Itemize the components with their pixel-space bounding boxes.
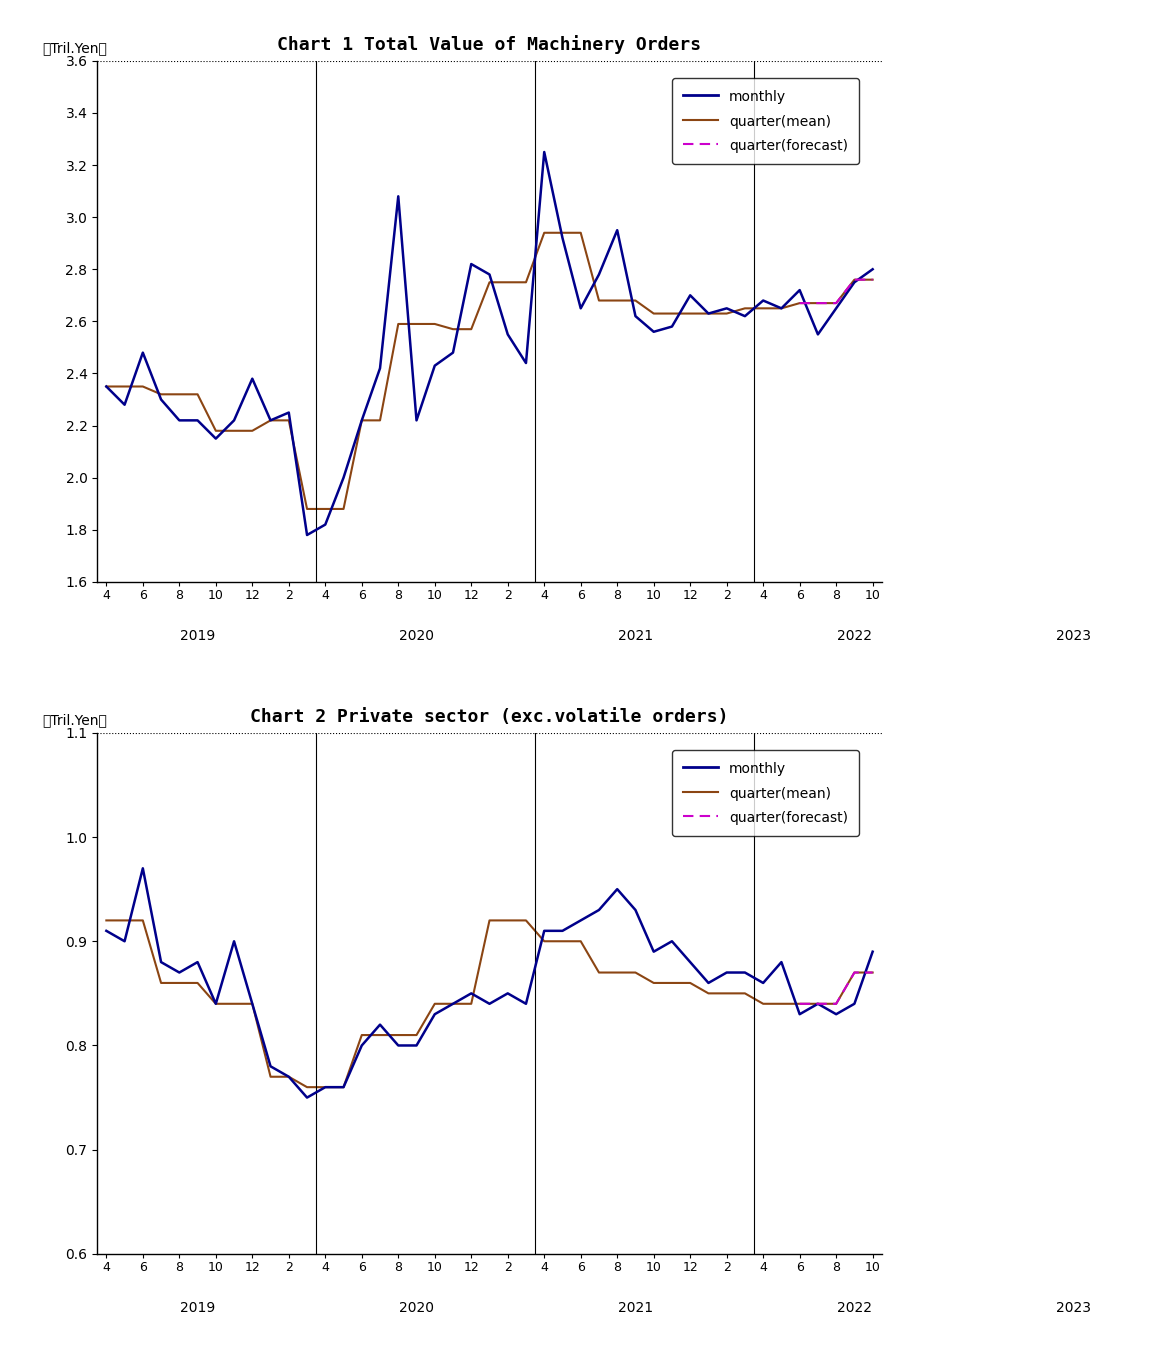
- Text: 2021: 2021: [617, 1301, 653, 1315]
- Title: Chart 2 Private sector (exc.volatile orders): Chart 2 Private sector (exc.volatile ord…: [250, 707, 729, 726]
- Text: 2022: 2022: [836, 1301, 872, 1315]
- Legend: monthly, quarter(mean), quarter(forecast): monthly, quarter(mean), quarter(forecast…: [672, 751, 859, 837]
- Text: 2020: 2020: [399, 629, 434, 643]
- Text: 2023: 2023: [1056, 1301, 1091, 1315]
- Text: 2019: 2019: [180, 629, 215, 643]
- Text: （Tril.Yen）: （Tril.Yen）: [43, 42, 107, 55]
- Text: 2023: 2023: [1056, 629, 1091, 643]
- Text: 2019: 2019: [180, 1301, 215, 1315]
- Text: 2021: 2021: [617, 629, 653, 643]
- Title: Chart 1 Total Value of Machinery Orders: Chart 1 Total Value of Machinery Orders: [278, 35, 702, 54]
- Text: （Tril.Yen）: （Tril.Yen）: [43, 714, 107, 728]
- Text: 2020: 2020: [399, 1301, 434, 1315]
- Legend: monthly, quarter(mean), quarter(forecast): monthly, quarter(mean), quarter(forecast…: [672, 78, 859, 164]
- Text: 2022: 2022: [836, 629, 872, 643]
